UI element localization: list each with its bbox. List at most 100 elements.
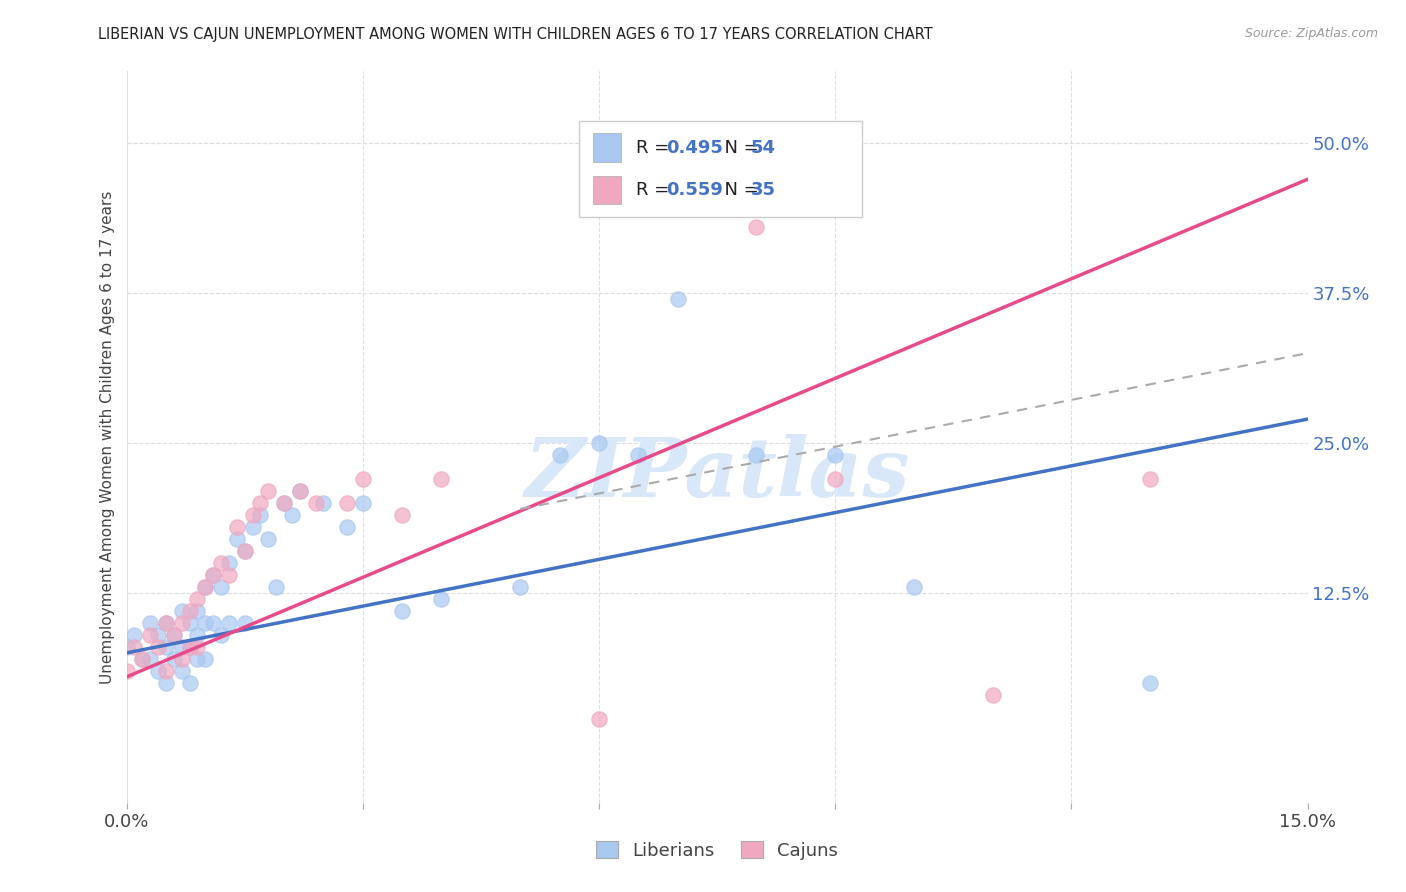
Text: 0.495: 0.495: [666, 138, 724, 157]
Point: [115, 664, 138, 678]
Point: [179, 640, 201, 654]
Legend: Liberians, Cajuns: Liberians, Cajuns: [589, 834, 845, 867]
Point: [146, 640, 169, 654]
Point: [170, 604, 193, 618]
Point: [824, 472, 846, 486]
Point: [170, 615, 193, 630]
Text: R =: R =: [636, 181, 675, 199]
Point: [202, 568, 225, 582]
Point: [225, 532, 247, 546]
Point: [186, 591, 208, 606]
Point: [179, 676, 201, 690]
Point: [588, 436, 610, 450]
Point: [209, 580, 232, 594]
Point: [194, 615, 217, 630]
Point: [139, 615, 162, 630]
Point: [352, 496, 374, 510]
Point: [194, 580, 217, 594]
Point: [1139, 676, 1161, 690]
Point: [163, 652, 186, 666]
Point: [179, 640, 201, 654]
Point: [242, 508, 264, 522]
Y-axis label: Unemployment Among Women with Children Ages 6 to 17 years: Unemployment Among Women with Children A…: [100, 190, 115, 684]
Point: [146, 628, 169, 642]
Point: [288, 483, 311, 498]
Point: [257, 483, 280, 498]
Point: [352, 472, 374, 486]
Point: [209, 628, 232, 642]
Point: [124, 628, 146, 642]
Point: [179, 604, 201, 618]
Point: [139, 628, 162, 642]
Point: [146, 664, 169, 678]
Point: [257, 532, 280, 546]
Point: [242, 520, 264, 534]
Point: [391, 604, 413, 618]
Text: 35: 35: [751, 181, 776, 199]
Point: [233, 544, 256, 558]
Point: [233, 615, 256, 630]
Point: [170, 640, 193, 654]
Text: N =: N =: [713, 181, 765, 199]
Point: [249, 496, 271, 510]
Point: [186, 652, 208, 666]
Point: [194, 652, 217, 666]
Point: [273, 496, 295, 510]
Point: [264, 580, 287, 594]
Point: [202, 568, 225, 582]
Point: [588, 712, 610, 726]
Point: [179, 615, 201, 630]
Point: [981, 688, 1004, 702]
Point: [824, 448, 846, 462]
Point: [336, 520, 359, 534]
Point: [163, 628, 186, 642]
Point: [548, 448, 571, 462]
Point: [218, 556, 240, 570]
Point: [155, 676, 177, 690]
Point: [249, 508, 271, 522]
Point: [163, 628, 186, 642]
Point: [304, 496, 326, 510]
Point: [903, 580, 925, 594]
Point: [155, 615, 177, 630]
Point: [745, 448, 768, 462]
Point: [170, 664, 193, 678]
Point: [186, 628, 208, 642]
Text: LIBERIAN VS CAJUN UNEMPLOYMENT AMONG WOMEN WITH CHILDREN AGES 6 TO 17 YEARS CORR: LIBERIAN VS CAJUN UNEMPLOYMENT AMONG WOM…: [98, 27, 934, 42]
Text: R =: R =: [636, 138, 675, 157]
Point: [186, 604, 208, 618]
Point: [170, 652, 193, 666]
Text: N =: N =: [713, 138, 765, 157]
Text: 54: 54: [751, 138, 776, 157]
Point: [666, 292, 689, 306]
Point: [509, 580, 531, 594]
Point: [131, 652, 153, 666]
Point: [312, 496, 335, 510]
Point: [194, 580, 217, 594]
Point: [391, 508, 413, 522]
Point: [155, 615, 177, 630]
Point: [430, 472, 453, 486]
Point: [288, 483, 311, 498]
Point: [273, 496, 295, 510]
Point: [430, 591, 453, 606]
Point: [225, 520, 247, 534]
Point: [627, 448, 650, 462]
Point: [218, 615, 240, 630]
Point: [124, 640, 146, 654]
Point: [745, 220, 768, 235]
Point: [131, 652, 153, 666]
Point: [1139, 472, 1161, 486]
Point: [186, 640, 208, 654]
Text: Source: ZipAtlas.com: Source: ZipAtlas.com: [1244, 27, 1378, 40]
Point: [281, 508, 304, 522]
Text: ZIPatlas: ZIPatlas: [524, 434, 910, 514]
Point: [233, 544, 256, 558]
Point: [115, 640, 138, 654]
Point: [155, 664, 177, 678]
Point: [155, 640, 177, 654]
Point: [139, 652, 162, 666]
Point: [209, 556, 232, 570]
Point: [218, 568, 240, 582]
Point: [202, 615, 225, 630]
